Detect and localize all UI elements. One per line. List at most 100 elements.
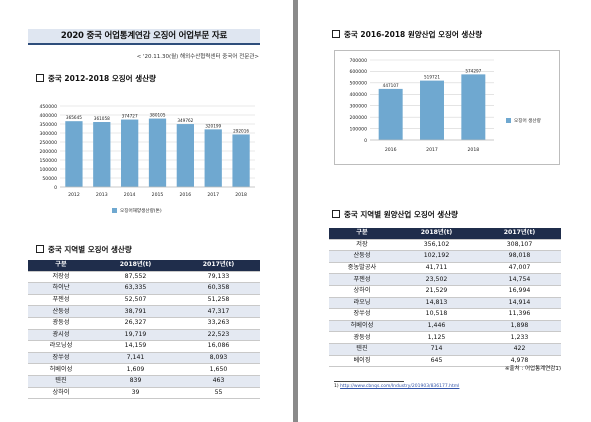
- legend-swatch: [506, 118, 511, 123]
- y-tick-label: 350000: [39, 122, 57, 128]
- footnote-divider: [334, 381, 404, 382]
- value-cell: 16,086: [177, 340, 260, 353]
- value-cell: 98,018: [478, 250, 561, 263]
- footnote: 1) http://www.cbnqs.com/Industry/201903/…: [334, 384, 459, 389]
- value-cell: 8,093: [177, 352, 260, 365]
- right-page: 중국 2016-2018 원양산업 오징어 생산량 0 100000 200000 3…: [298, 0, 591, 422]
- value-cell: 47,317: [177, 305, 260, 318]
- table-row: 광둥성 1,125 1,233: [329, 331, 561, 344]
- section-heading-regional-distant-water: 중국 지역별 원양산업 오징어 생산량: [332, 209, 458, 220]
- checkbox-icon: [36, 245, 44, 253]
- regional-production-table: 구분 2018년(t) 2017년(t) 저장성 87,552 79,133 하이난 6…: [28, 260, 260, 400]
- region-cell: 중농발공사: [329, 262, 395, 275]
- value-cell: 645: [395, 355, 478, 368]
- bar: [121, 119, 139, 187]
- y-tick-label: 100000: [39, 167, 57, 173]
- table-row: 산둥성 38,791 47,317: [28, 305, 260, 318]
- table-row: 랴오닝성 14,159 16,086: [28, 340, 260, 353]
- value-cell: 33,263: [177, 317, 260, 330]
- regional-distant-water-table: 구분 2018년(t) 2017년(t) 저장 356,102 308,107 산둥성…: [329, 228, 561, 368]
- value-cell: 14,754: [478, 273, 561, 286]
- table-row: 하이난 63,335 60,358: [28, 282, 260, 295]
- value-cell: 26,327: [94, 317, 177, 330]
- data-label: 365645: [66, 115, 82, 120]
- data-label: 349762: [177, 118, 193, 123]
- y-tick-label: 300000: [39, 131, 57, 137]
- checkbox-icon: [36, 74, 44, 82]
- y-tick-label: 450000: [39, 104, 57, 110]
- value-cell: 714: [395, 343, 478, 356]
- value-cell: 10,518: [395, 308, 478, 321]
- chart-frame: [334, 50, 560, 165]
- value-cell: 1,898: [478, 320, 561, 333]
- value-cell: 19,719: [94, 329, 177, 342]
- value-cell: 14,813: [395, 297, 478, 310]
- value-cell: 1,233: [478, 331, 561, 344]
- bar: [378, 88, 403, 140]
- source-note: ※출처 : 어업통계연감1): [504, 366, 561, 372]
- x-tick-label: 2018: [235, 192, 247, 198]
- y-tick-label: 100000: [349, 126, 367, 132]
- value-cell: 1,609: [94, 363, 177, 376]
- value-cell: 23,502: [395, 273, 478, 286]
- value-cell: 87,552: [94, 271, 177, 284]
- x-tick-label: 2017: [207, 192, 219, 198]
- bar: [232, 134, 250, 187]
- region-cell: 광시성: [28, 329, 94, 342]
- x-tick-label: 2013: [96, 192, 108, 198]
- legend-label: 오징어 생산량: [514, 117, 542, 124]
- y-tick-label: 600000: [349, 69, 367, 75]
- x-tick-label: 2016: [385, 147, 397, 153]
- table-row: 상하이 21,529 16,994: [329, 285, 561, 298]
- value-cell: 11,396: [478, 308, 561, 321]
- legend-label: 오징어해양생산량(톤): [120, 207, 162, 214]
- section-heading-text: 중국 지역별 원양산업 오징어 생산량: [344, 210, 458, 219]
- value-cell: 14,159: [94, 340, 177, 353]
- column-header: 구분: [28, 260, 94, 272]
- document-subtitle: < '20.11.30(월) 해외수산협력센터 중국어 전문관>: [136, 54, 259, 60]
- legend-swatch: [112, 208, 117, 213]
- region-cell: 저장성: [28, 271, 94, 284]
- region-cell: 산둥성: [28, 305, 94, 318]
- data-label: 361058: [94, 116, 110, 121]
- column-header: 2017년(t): [177, 260, 260, 272]
- region-cell: 장쑤성: [329, 308, 395, 321]
- region-cell: 광둥성: [329, 331, 395, 344]
- checkbox-icon: [332, 210, 340, 218]
- value-cell: 356,102: [395, 239, 478, 252]
- region-cell: 허베이성: [329, 320, 395, 333]
- table-row: 산둥성 102,192 98,018: [329, 250, 561, 263]
- y-tick-label: 400000: [39, 113, 57, 119]
- data-label: 519721: [424, 75, 440, 80]
- region-cell: 푸젠성: [329, 273, 395, 286]
- column-header: 2018년(t): [395, 228, 478, 240]
- checkbox-icon: [332, 30, 340, 38]
- footnote-link[interactable]: http://www.cbnqs.com/Industry/201903/836…: [340, 384, 460, 389]
- x-tick-label: 2017: [426, 147, 438, 153]
- chart-squid-production-2012-2018: 0 50000 100000 150000 200000 250000 300000 3500…: [39, 104, 255, 214]
- value-cell: 16,994: [478, 285, 561, 298]
- region-cell: 하이난: [28, 282, 94, 295]
- table-row: 랴오닝 14,813 14,914: [329, 297, 561, 310]
- y-tick-label: 0: [54, 185, 57, 191]
- y-tick-label: 300000: [349, 104, 367, 110]
- bar: [461, 74, 486, 140]
- table-row: 장쑤성 10,518 11,396: [329, 308, 561, 321]
- x-tick-label: 2018: [467, 147, 479, 153]
- y-tick-label: 700000: [349, 58, 367, 64]
- footnote-number: 1): [334, 384, 339, 389]
- value-cell: 7,141: [94, 352, 177, 365]
- section-heading-regional: 중국 지역별 오징어 생산량: [36, 244, 132, 255]
- bar: [65, 121, 83, 187]
- table-row: 광시성 19,719 22,523: [28, 329, 260, 342]
- x-tick-label: 2015: [152, 192, 164, 198]
- value-cell: 52,507: [94, 294, 177, 307]
- value-cell: 60,358: [177, 282, 260, 295]
- data-label: 292016: [233, 128, 249, 133]
- value-cell: 422: [478, 343, 561, 356]
- table-row: 톈진 839 463: [28, 375, 260, 388]
- left-page: 2020 중국 어업통계연감 오징어 어업부문 자료 < '20.11.30(월…: [0, 0, 293, 422]
- bar: [93, 122, 111, 187]
- column-header: 2017년(t): [478, 228, 561, 240]
- column-header: 구분: [329, 228, 395, 240]
